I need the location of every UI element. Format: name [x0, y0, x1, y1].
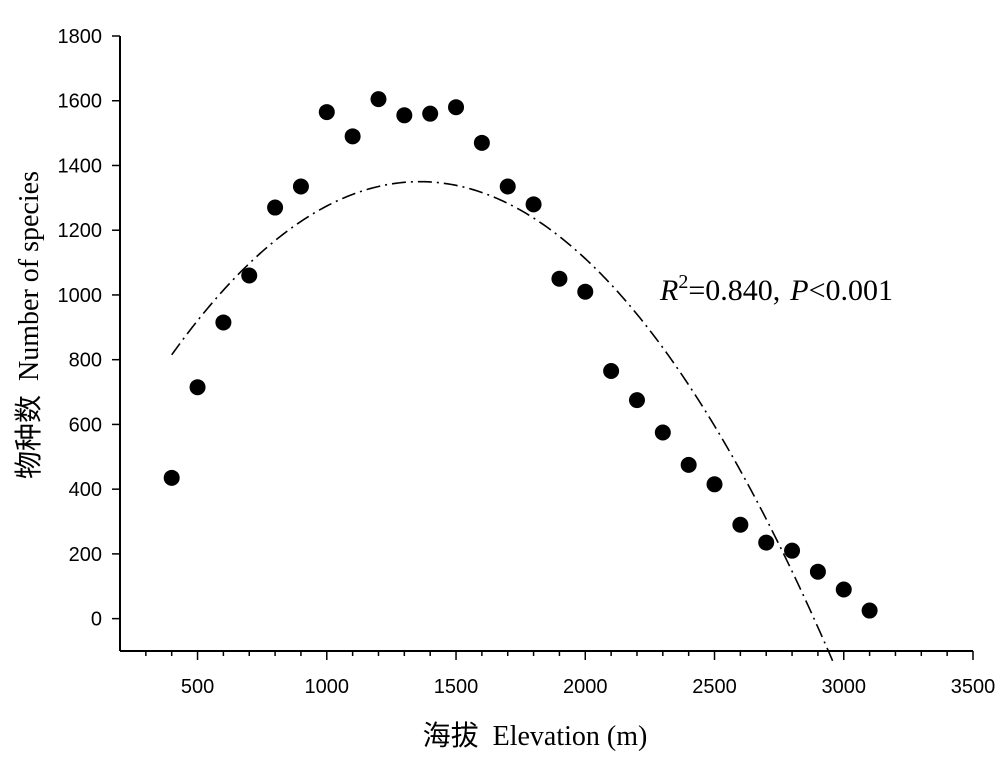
p-value: <0.001	[809, 274, 893, 307]
data-point	[525, 196, 542, 213]
x-axis-title: 海拔 Elevation (m)	[423, 720, 648, 752]
data-point	[215, 314, 232, 331]
data-point	[680, 456, 697, 473]
data-point	[577, 283, 594, 300]
x-tick-label: 500	[181, 676, 214, 698]
y-tick-label: 1600	[58, 91, 103, 113]
x-tick-label: 2000	[563, 676, 608, 698]
data-point	[861, 602, 878, 619]
data-point	[422, 105, 439, 122]
y-tick-label: 200	[69, 544, 102, 566]
y-tick-label: 600	[69, 414, 102, 436]
fit-statistics-annotation: R2=0.840, P<0.001	[659, 271, 893, 307]
r-value: =0.840,	[688, 274, 780, 307]
y-tick-label: 400	[69, 479, 102, 501]
r-symbol: R	[659, 274, 678, 307]
y-tick-label: 1200	[58, 220, 103, 242]
y-tick-label: 0	[91, 609, 102, 631]
r-exponent: 2	[678, 271, 688, 293]
x-tick-label: 3000	[822, 676, 867, 698]
data-point	[551, 270, 568, 287]
data-point	[758, 534, 775, 551]
data-point	[189, 379, 206, 396]
data-point	[499, 178, 516, 195]
axes	[119, 36, 973, 652]
x-tick-label: 3500	[951, 676, 996, 698]
y-tick-label: 800	[69, 350, 102, 372]
data-point	[706, 476, 723, 493]
data-point	[784, 542, 801, 559]
y-tick-label: 1000	[58, 285, 103, 307]
data-point	[603, 363, 620, 380]
data-point	[628, 392, 645, 409]
y-tick-label: 1800	[58, 26, 103, 48]
data-point	[370, 91, 387, 108]
data-point	[318, 104, 335, 121]
data-point	[835, 581, 852, 598]
data-point	[732, 516, 749, 533]
x-ticks: 500 1000 1500 2000 2500 3000 3500	[145, 651, 996, 698]
data-points	[163, 91, 878, 619]
quadratic-fit-curve	[171, 180, 835, 664]
y-tick-label: 1400	[58, 155, 103, 177]
y-axis-title: 物种数 Number of species	[13, 171, 45, 479]
data-point	[654, 424, 671, 441]
data-point	[448, 99, 465, 116]
x-tick-label: 1500	[434, 676, 479, 698]
data-point	[292, 178, 309, 195]
x-tick-label: 2500	[692, 676, 737, 698]
data-point	[241, 267, 258, 284]
data-point	[473, 134, 490, 151]
p-symbol: P	[789, 274, 808, 307]
data-point	[344, 128, 361, 145]
data-point	[267, 199, 284, 216]
data-point	[163, 469, 180, 486]
data-point	[396, 107, 413, 124]
x-tick-label: 1000	[305, 676, 350, 698]
data-point	[809, 563, 826, 580]
y-ticks: 0 200 400 600 800 1000 1200 1400 1600 1800	[58, 26, 120, 631]
